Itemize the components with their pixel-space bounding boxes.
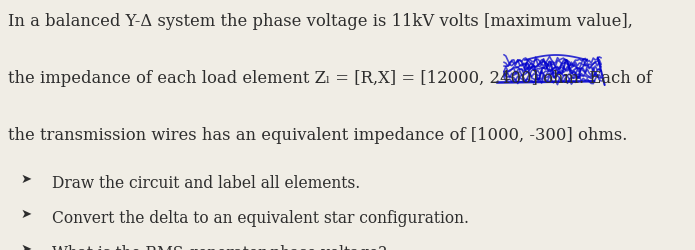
Text: the impedance of each load element Zₗ = [R,X] = [12000, 2400] ohm. Each of: the impedance of each load element Zₗ = … <box>8 70 653 87</box>
Text: ➤: ➤ <box>21 172 32 186</box>
Text: Convert the delta to an equivalent star configuration.: Convert the delta to an equivalent star … <box>52 210 469 227</box>
Text: the transmission wires has an equivalent impedance of [1000, -300] ohms.: the transmission wires has an equivalent… <box>8 128 628 144</box>
Text: ➤: ➤ <box>21 242 32 250</box>
Text: ➤: ➤ <box>21 208 32 220</box>
Text: What is the RMS generator phase voltage?: What is the RMS generator phase voltage? <box>52 245 386 250</box>
Text: In a balanced Y-Δ system the phase voltage is 11kV volts [maximum value],: In a balanced Y-Δ system the phase volta… <box>8 12 633 29</box>
Text: Draw the circuit and label all elements.: Draw the circuit and label all elements. <box>52 175 361 192</box>
